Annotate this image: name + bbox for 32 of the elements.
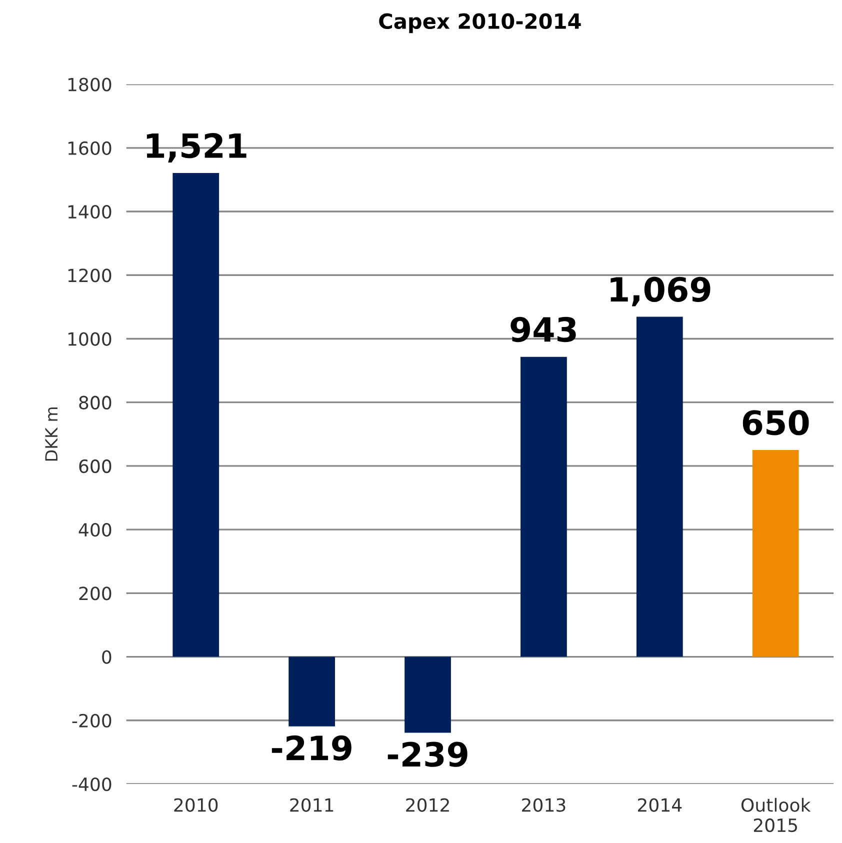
- x-tick-label: 2013: [522, 798, 566, 812]
- y-tick-label: 1000: [68, 332, 112, 346]
- data-label: 1,521: [146, 133, 246, 162]
- y-tick-label: 400: [78, 523, 112, 537]
- bar: [752, 450, 799, 657]
- x-tick-label: 2012: [406, 798, 449, 812]
- x-tick-label: Outlook 2015: [741, 798, 811, 832]
- data-label: -239: [388, 742, 468, 767]
- bar: [172, 173, 220, 657]
- y-tick-label: -200: [72, 714, 112, 728]
- y-tick-label: 0: [102, 650, 112, 664]
- y-tick-label: -400: [72, 777, 112, 792]
- x-tick-label: 2010: [174, 798, 218, 812]
- y-tick-label: 200: [79, 586, 112, 600]
- bar: [520, 356, 567, 657]
- y-tick-label: 800: [79, 396, 112, 410]
- y-tick-label: 1400: [68, 204, 112, 219]
- data-label: 650: [742, 410, 809, 436]
- data-label: 1,069: [610, 276, 710, 306]
- x-tick-label: 2014: [638, 798, 682, 812]
- data-label: 943: [510, 316, 576, 342]
- data-label: -219: [272, 735, 352, 761]
- bar: [404, 656, 451, 733]
- y-tick-label: 600: [79, 459, 112, 474]
- y-tick-label: 1600: [68, 141, 112, 156]
- y-tick-label: 1200: [68, 268, 112, 282]
- y-axis-title: DKK m: [45, 407, 58, 461]
- y-tick-label: 1800: [68, 78, 112, 92]
- bar: [288, 656, 336, 726]
- bar: [636, 316, 683, 657]
- chart-title: Capex 2010-2014: [379, 13, 581, 34]
- x-tick-label: 2011: [290, 798, 334, 812]
